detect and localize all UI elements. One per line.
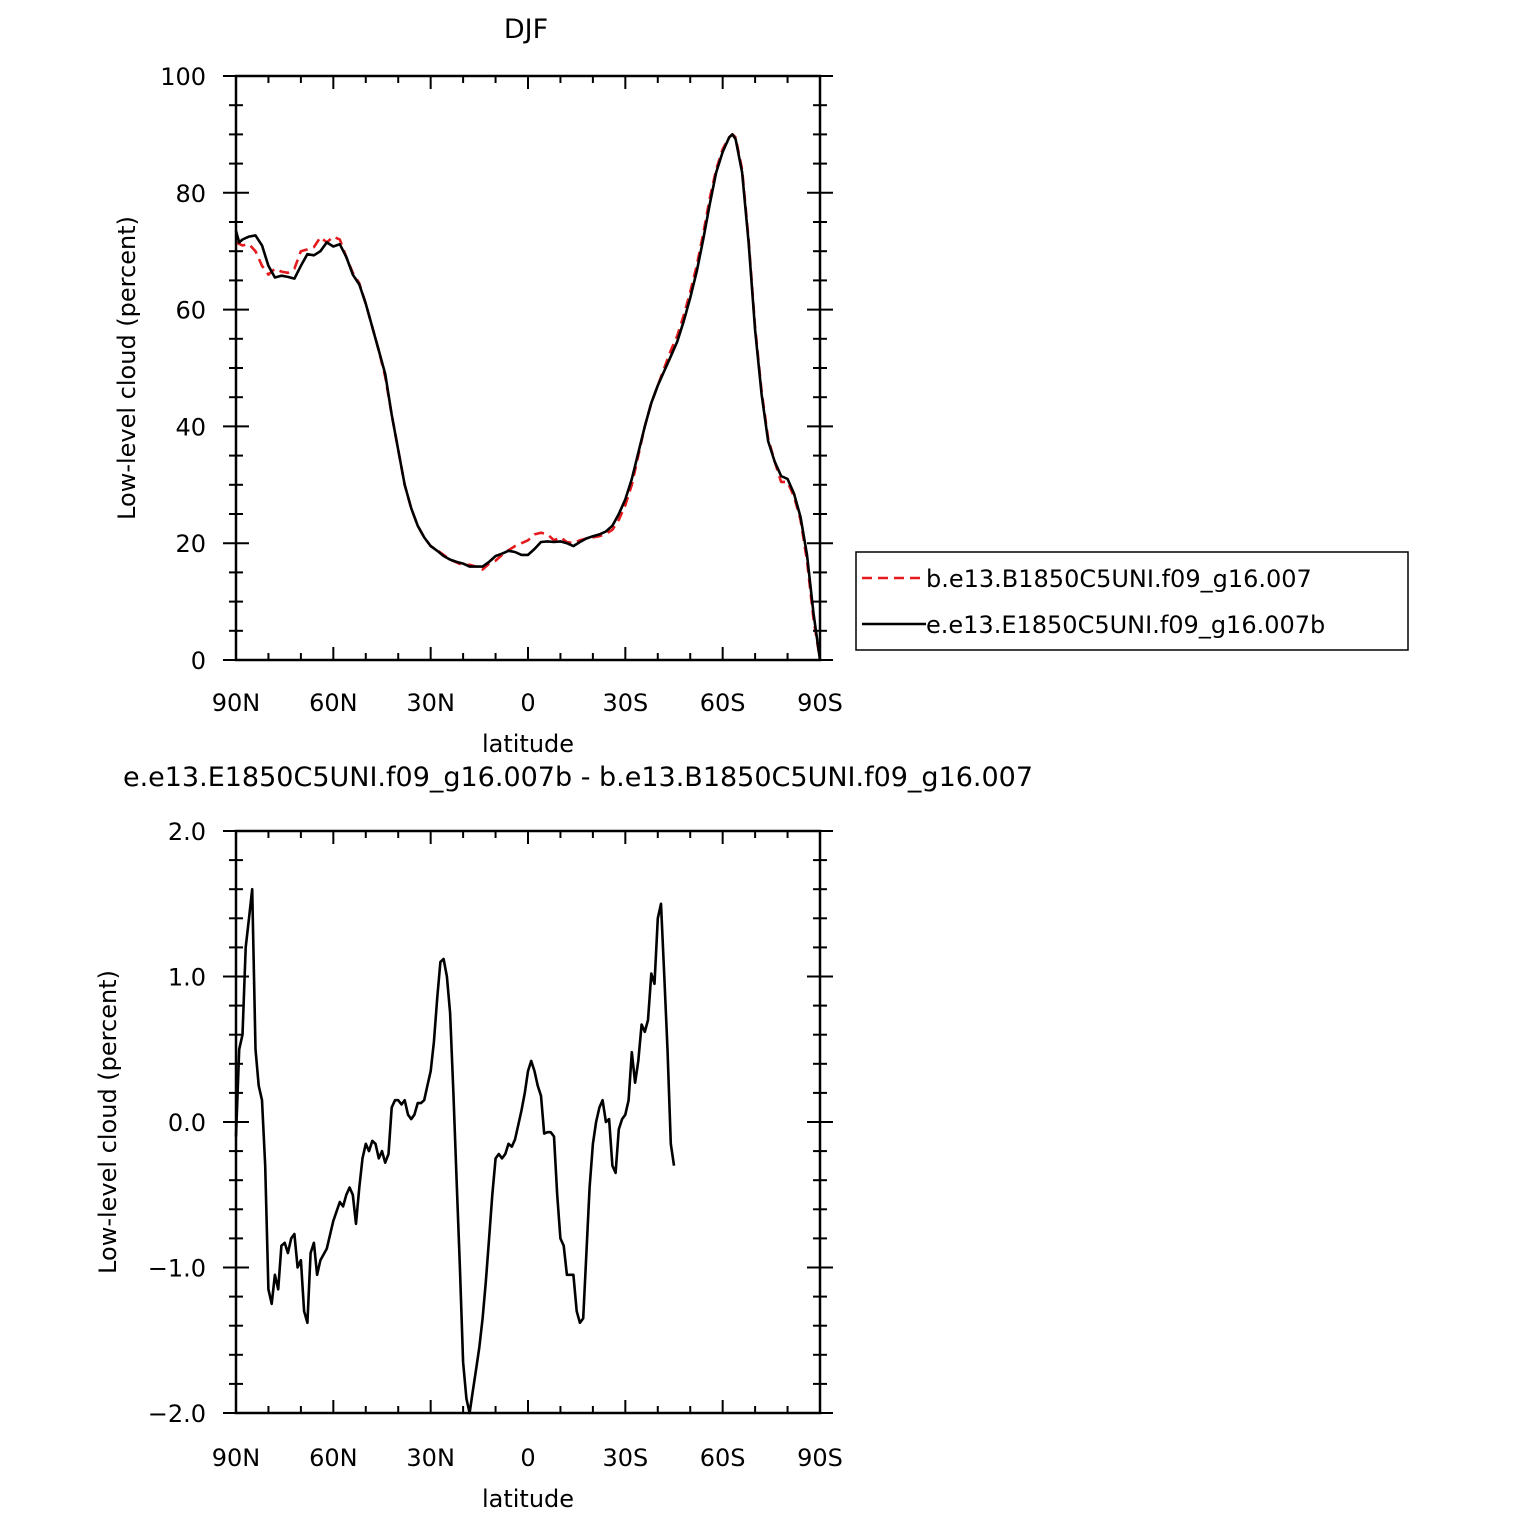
x-tick-labels: 90N 60N 30N 0 30S 60S 90S	[212, 689, 843, 717]
x-tick-label: 90N	[212, 689, 261, 717]
x-tick-label: 90S	[797, 1444, 843, 1472]
y-tick-label: −1.0	[148, 1255, 206, 1283]
x-axis-label: latitude	[482, 730, 574, 758]
series-line-dashed	[235, 133, 822, 661]
legend: b.e13.B1850C5UNI.f09_g16.007 e.e13.E1850C…	[855, 551, 1409, 651]
x-axis-label: latitude	[482, 1485, 574, 1513]
top-panel: DJF 90N 60N 30N 0 30S 60S 90S 0 20 40 60 80 100 lat…	[113, 14, 1409, 758]
bottom-panel: e.e13.E1850C5UNI.f09_g16.007b - b.e13.B1…	[94, 762, 1033, 1513]
plot-area	[234, 887, 676, 1415]
x-tick-label: 60S	[700, 689, 746, 717]
series-line-solid	[234, 133, 822, 661]
difference-chart-title: e.e13.E1850C5UNI.f09_g16.007b - b.e13.B1…	[123, 762, 1033, 793]
x-tick-label: 30N	[406, 1444, 455, 1472]
legend-entry-label: e.e13.E1850C5UNI.f09_g16.007b	[926, 611, 1325, 639]
y-tick-labels: −2.0 −1.0 0.0 1.0 2.0	[148, 818, 206, 1428]
x-tick-label: 60N	[309, 1444, 358, 1472]
y-tick-label: −2.0	[148, 1400, 206, 1428]
y-tick-label: 40	[175, 413, 206, 441]
x-tick-label: 0	[520, 689, 535, 717]
y-tick-label: 0.0	[168, 1109, 206, 1137]
y-axis-label: Low-level cloud (percent)	[113, 216, 141, 520]
y-axis-label: Low-level cloud (percent)	[94, 970, 122, 1274]
y-tick-label: 1.0	[168, 964, 206, 992]
plot-frame	[234, 829, 822, 1415]
y-tick-label: 60	[175, 297, 206, 325]
plot-frame	[234, 74, 822, 662]
x-tick-label: 90N	[212, 1444, 261, 1472]
x-tick-label: 30S	[602, 1444, 648, 1472]
y-tick-label: 20	[175, 530, 206, 558]
y-tick-label: 2.0	[168, 818, 206, 846]
series-line-solid	[234, 887, 676, 1415]
legend-entry-label: b.e13.B1850C5UNI.f09_g16.007	[926, 565, 1312, 593]
y-tick-labels: 0 20 40 60 80 100	[160, 63, 206, 675]
x-tick-labels: 90N 60N 30N 0 30S 60S 90S	[212, 1444, 843, 1472]
legend-box	[855, 551, 1409, 651]
chart-title: DJF	[504, 14, 548, 45]
x-tick-label: 0	[520, 1444, 535, 1472]
tick-marks	[223, 830, 833, 1414]
x-tick-label: 30N	[406, 689, 455, 717]
y-tick-label: 80	[175, 180, 206, 208]
y-tick-label: 100	[160, 63, 206, 91]
x-tick-label: 60N	[309, 689, 358, 717]
plot-area	[234, 133, 822, 661]
x-tick-label: 90S	[797, 689, 843, 717]
tick-marks	[223, 75, 833, 661]
y-tick-label: 0	[191, 647, 206, 675]
x-tick-label: 60S	[700, 1444, 746, 1472]
x-tick-label: 30S	[602, 689, 648, 717]
